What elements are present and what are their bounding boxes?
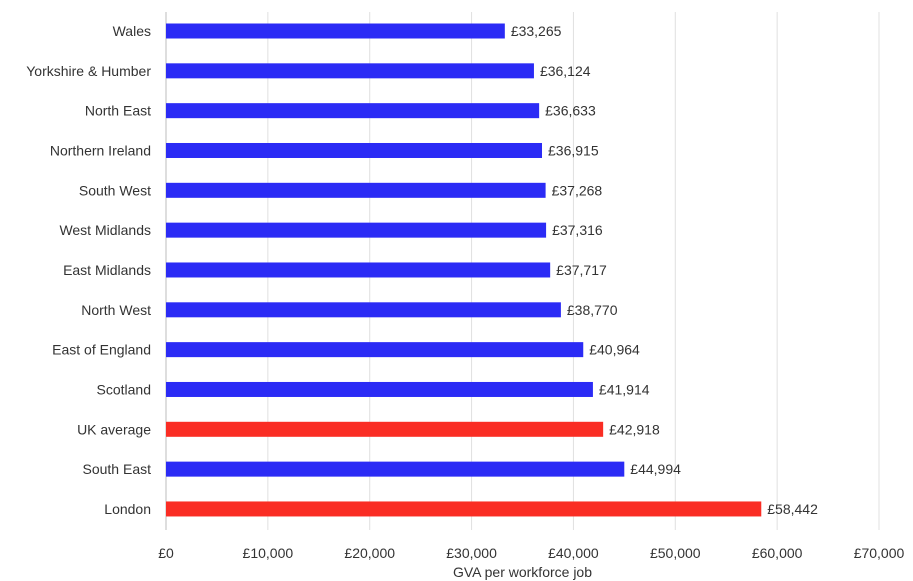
value-labels: £33,265 £36,124 £36,633 £36,915 £37,268 £37,3… [511, 23, 818, 517]
category-label-6: East Midlands [63, 262, 151, 278]
bar-3 [166, 142, 543, 158]
x-tick-label-5: £50,000 [650, 545, 701, 561]
value-label-7: £38,770 [567, 302, 618, 318]
category-label-11: South East [83, 461, 152, 477]
value-label-4: £37,268 [552, 182, 603, 198]
category-label-8: East of England [52, 342, 151, 358]
value-label-5: £37,316 [552, 222, 603, 238]
value-label-3: £36,915 [548, 142, 599, 158]
bar-5 [166, 222, 547, 238]
category-label-12: London [104, 501, 151, 517]
category-label-4: South West [79, 182, 151, 198]
category-label-0: Wales [113, 23, 151, 39]
category-label-5: West Midlands [59, 222, 151, 238]
bar-4 [166, 182, 546, 198]
category-label-7: North West [81, 302, 151, 318]
x-tick-label-7: £70,000 [854, 545, 905, 561]
x-axis-title: GVA per workforce job [453, 564, 592, 580]
value-label-10: £42,918 [609, 421, 660, 437]
value-label-8: £40,964 [589, 342, 640, 358]
value-label-6: £37,717 [556, 262, 607, 278]
bars [166, 23, 762, 517]
x-axis-ticks: £0 £10,000 £20,000 £30,000 £40,000 £50,000 £60… [158, 545, 904, 561]
bar-12 [166, 501, 762, 517]
value-label-1: £36,124 [540, 63, 591, 79]
value-label-2: £36,633 [545, 103, 596, 119]
x-tick-label-6: £60,000 [752, 545, 803, 561]
bar-1 [166, 63, 534, 79]
category-labels: Wales Yorkshire & Humber North East Norther… [26, 23, 151, 517]
bar-11 [166, 461, 625, 477]
bar-0 [166, 23, 505, 39]
bar-2 [166, 103, 540, 119]
x-tick-label-0: £0 [158, 545, 174, 561]
x-tick-label-2: £20,000 [344, 545, 395, 561]
x-tick-label-1: £10,000 [243, 545, 294, 561]
x-tick-label-4: £40,000 [548, 545, 599, 561]
category-label-10: UK average [77, 421, 151, 437]
category-label-3: Northern Ireland [50, 142, 151, 158]
bar-9 [166, 381, 593, 397]
value-label-0: £33,265 [511, 23, 562, 39]
value-label-11: £44,994 [630, 461, 681, 477]
bar-6 [166, 262, 551, 278]
category-label-2: North East [85, 103, 151, 119]
bar-7 [166, 302, 561, 318]
bar-8 [166, 342, 584, 358]
x-tick-label-3: £30,000 [446, 545, 497, 561]
category-label-1: Yorkshire & Humber [26, 63, 151, 79]
category-label-9: Scotland [97, 381, 151, 397]
value-label-12: £58,442 [767, 501, 818, 517]
value-label-9: £41,914 [599, 381, 650, 397]
bar-10 [166, 421, 604, 437]
